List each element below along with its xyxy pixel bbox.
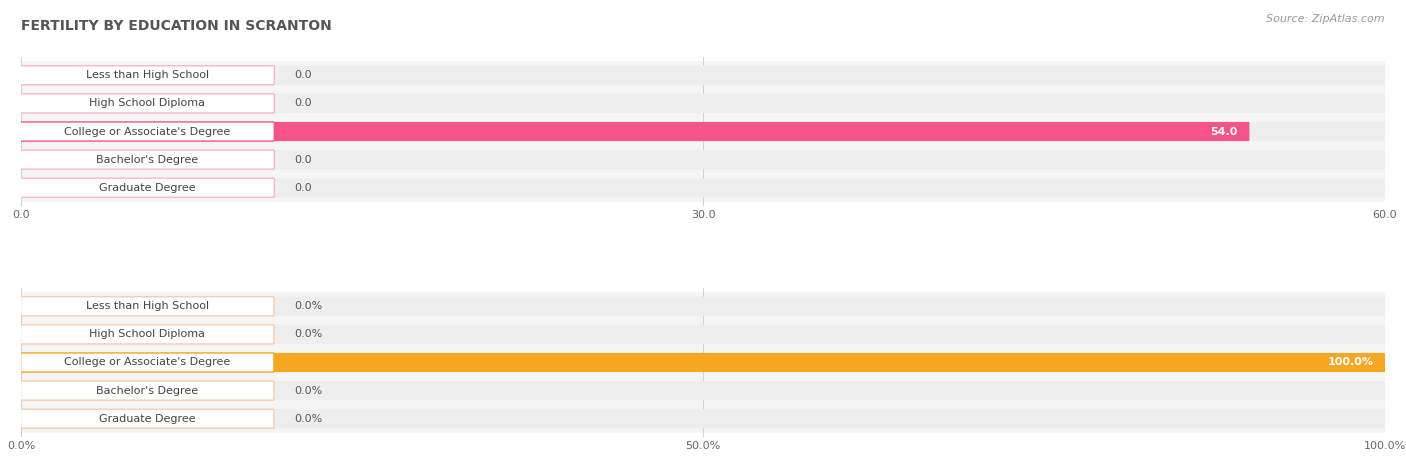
Text: 0.0%: 0.0% [294, 329, 322, 339]
FancyBboxPatch shape [20, 178, 1386, 197]
Text: FERTILITY BY EDUCATION IN SCRANTON: FERTILITY BY EDUCATION IN SCRANTON [21, 19, 332, 33]
FancyBboxPatch shape [21, 409, 274, 428]
Text: High School Diploma: High School Diploma [89, 329, 205, 339]
FancyBboxPatch shape [21, 381, 274, 400]
FancyBboxPatch shape [20, 150, 1386, 169]
Text: Bachelor's Degree: Bachelor's Degree [96, 155, 198, 165]
FancyBboxPatch shape [21, 381, 1385, 400]
FancyBboxPatch shape [20, 122, 1386, 141]
Text: 0.0%: 0.0% [294, 301, 322, 311]
FancyBboxPatch shape [21, 377, 1385, 405]
Text: 54.0: 54.0 [1211, 126, 1237, 136]
FancyBboxPatch shape [21, 292, 1385, 320]
Text: Bachelor's Degree: Bachelor's Degree [96, 386, 198, 396]
Text: Graduate Degree: Graduate Degree [98, 183, 195, 193]
FancyBboxPatch shape [21, 297, 1385, 316]
FancyBboxPatch shape [21, 174, 1385, 202]
FancyBboxPatch shape [21, 353, 274, 372]
Text: College or Associate's Degree: College or Associate's Degree [65, 126, 231, 136]
Text: Graduate Degree: Graduate Degree [98, 414, 195, 424]
Text: 0.0: 0.0 [294, 155, 312, 165]
Text: Less than High School: Less than High School [86, 70, 209, 80]
FancyBboxPatch shape [20, 122, 274, 141]
FancyBboxPatch shape [21, 117, 1385, 145]
FancyBboxPatch shape [21, 320, 1385, 349]
FancyBboxPatch shape [21, 61, 1385, 89]
FancyBboxPatch shape [21, 325, 1385, 344]
Text: 100.0%: 100.0% [1329, 358, 1374, 368]
Text: 0.0: 0.0 [294, 183, 312, 193]
FancyBboxPatch shape [21, 353, 1385, 372]
Text: College or Associate's Degree: College or Associate's Degree [65, 358, 231, 368]
FancyBboxPatch shape [21, 353, 1385, 372]
FancyBboxPatch shape [20, 66, 274, 85]
FancyBboxPatch shape [21, 325, 274, 344]
Text: 0.0%: 0.0% [294, 414, 322, 424]
Text: 0.0: 0.0 [294, 70, 312, 80]
FancyBboxPatch shape [20, 66, 1386, 85]
Text: 0.0: 0.0 [294, 98, 312, 108]
Text: Source: ZipAtlas.com: Source: ZipAtlas.com [1267, 14, 1385, 24]
FancyBboxPatch shape [20, 178, 274, 197]
FancyBboxPatch shape [21, 89, 1385, 117]
FancyBboxPatch shape [21, 297, 274, 316]
Text: Less than High School: Less than High School [86, 301, 209, 311]
FancyBboxPatch shape [20, 94, 274, 113]
FancyBboxPatch shape [21, 145, 1385, 174]
FancyBboxPatch shape [21, 409, 1385, 428]
Text: High School Diploma: High School Diploma [89, 98, 205, 108]
FancyBboxPatch shape [20, 94, 1386, 113]
FancyBboxPatch shape [21, 349, 1385, 377]
Text: 0.0%: 0.0% [294, 386, 322, 396]
FancyBboxPatch shape [20, 150, 274, 169]
FancyBboxPatch shape [21, 405, 1385, 433]
FancyBboxPatch shape [20, 122, 1250, 141]
